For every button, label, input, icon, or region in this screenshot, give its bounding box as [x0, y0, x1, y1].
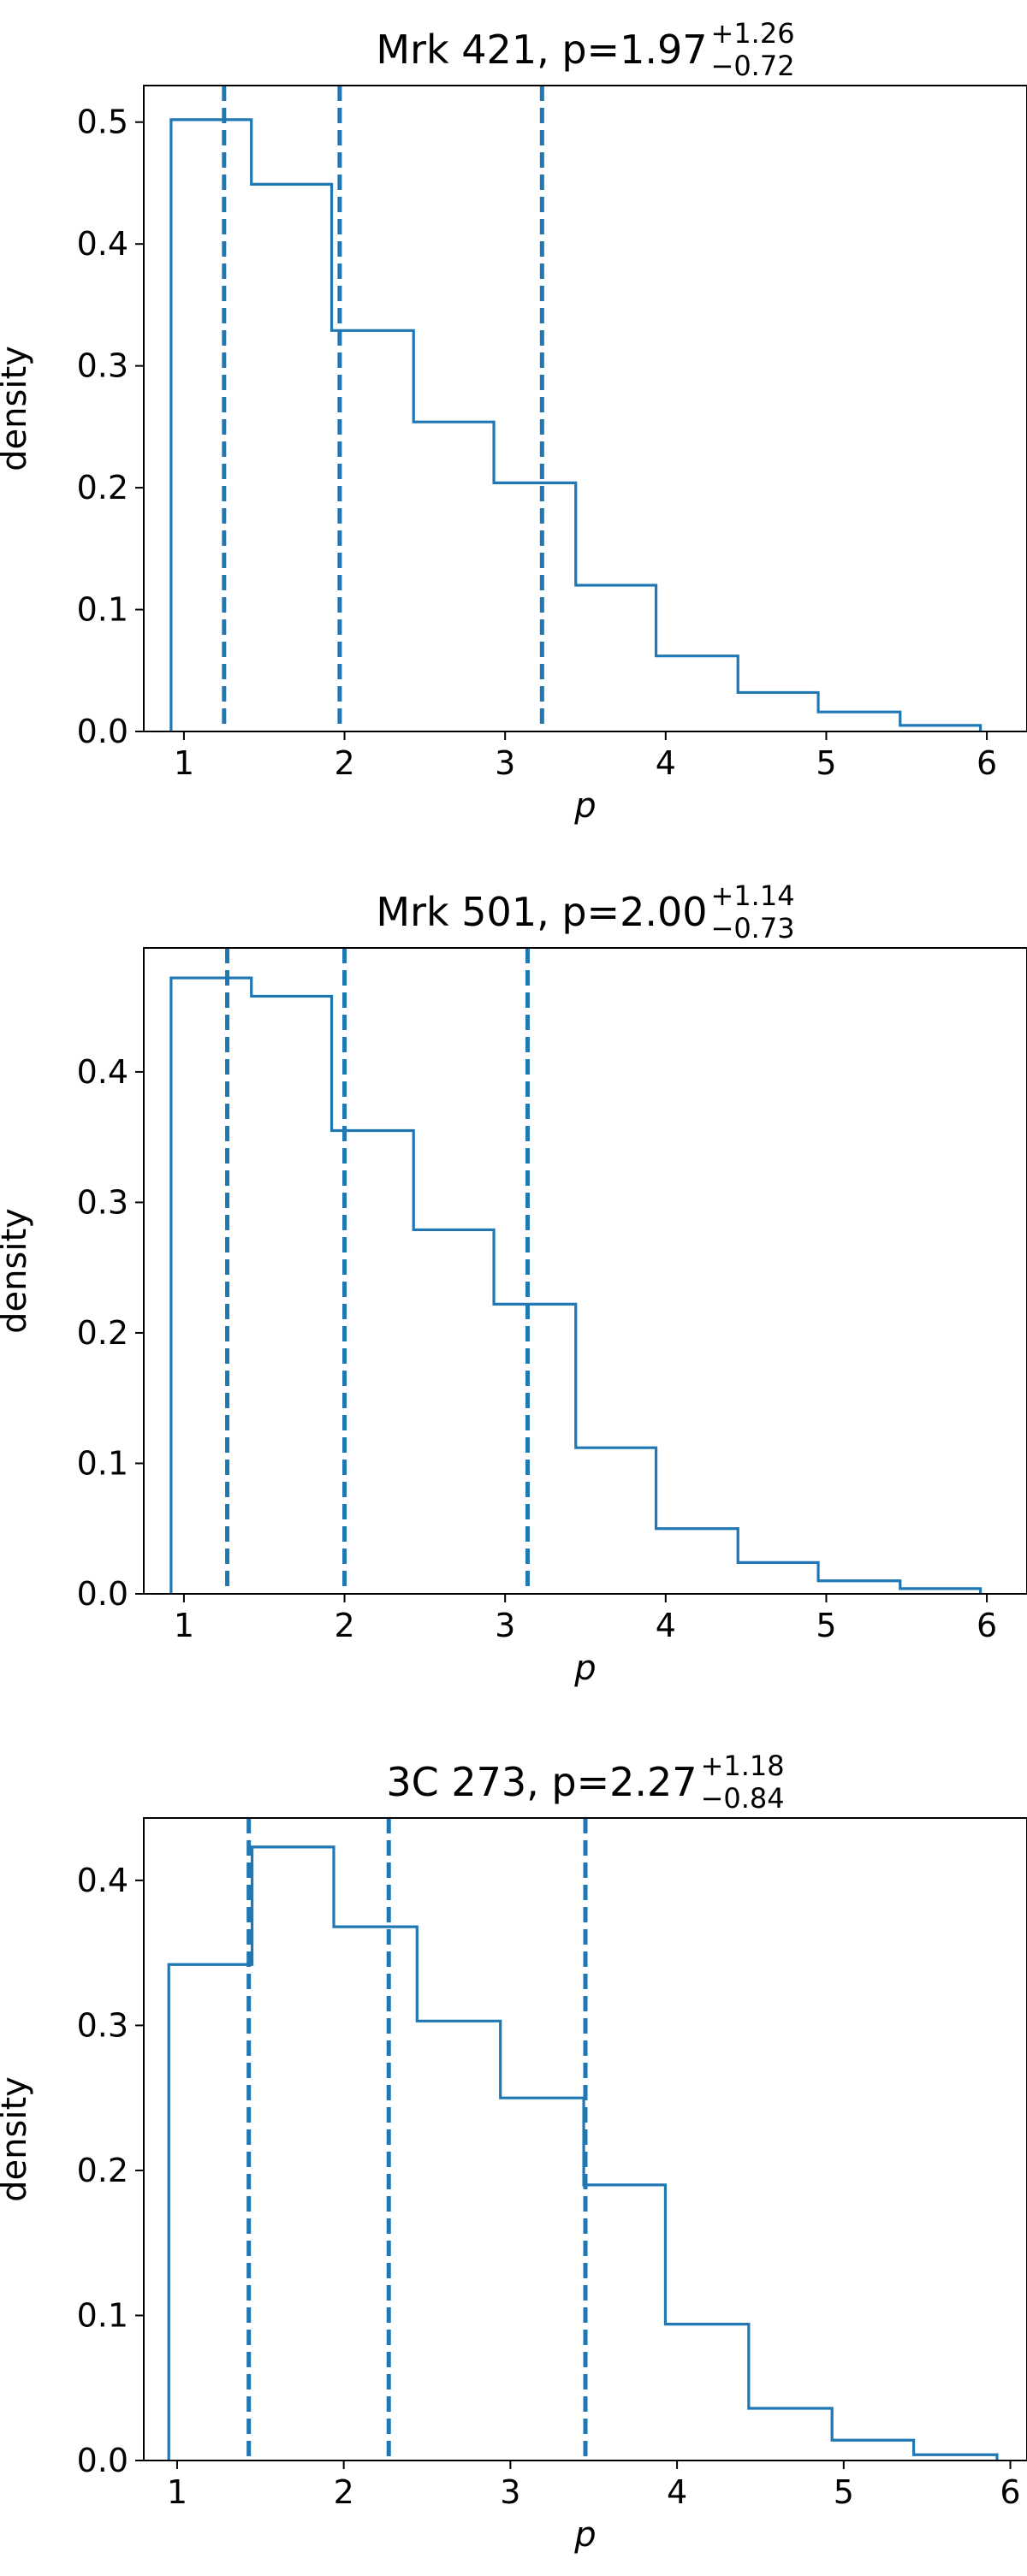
x-tick-label: 1 — [167, 2473, 187, 2511]
x-tick-label: 5 — [816, 1607, 836, 1644]
y-tick-label: 0.0 — [77, 713, 128, 750]
x-tick-label: 4 — [656, 744, 676, 782]
x-tick-label: 4 — [667, 2473, 687, 2511]
histogram-outline — [169, 976, 982, 1594]
x-tick-label: 6 — [977, 1607, 997, 1644]
y-axis-label: density — [0, 346, 34, 471]
axes-frame — [143, 85, 1027, 732]
y-tick-label: 0.3 — [77, 1183, 128, 1221]
histogram-outline — [169, 118, 982, 731]
chart-title-superscript: +1.14 — [711, 879, 795, 912]
chart-panel-2: 1 2 3 4 5 6 0.0 0.1 0.2 0.3 0.4 p density Mrk 501, p=… — [0, 879, 1027, 1688]
y-tick-label: 0.1 — [77, 1444, 128, 1482]
y-tick-label: 0.3 — [77, 2006, 128, 2044]
y-tick-label: 0.5 — [77, 104, 128, 141]
x-tick-label: 5 — [834, 2473, 854, 2511]
y-tick-label: 0.3 — [77, 347, 128, 385]
x-tick-label: 2 — [334, 2473, 354, 2511]
y-tick-label: 0.2 — [77, 2152, 128, 2189]
x-tick-label: 1 — [174, 744, 194, 782]
x-tick-label: 5 — [816, 744, 836, 782]
x-axis-label: p — [573, 1649, 596, 1688]
chart-title-superscript: +1.26 — [711, 17, 795, 50]
y-tick-label: 0.4 — [77, 1862, 128, 1899]
y-axis-label: density — [0, 2076, 34, 2202]
chart-title-main: Mrk 501, p=2.00 — [376, 889, 707, 935]
chart-title-main: Mrk 421, p=1.97 — [376, 27, 707, 73]
chart-title-subscript: −0.73 — [711, 912, 795, 945]
x-axis-label: p — [573, 2515, 596, 2555]
chart-panel-3: 1 2 3 4 5 6 0.0 0.1 0.2 0.3 0.4 p density 3C 273, p=2… — [0, 1750, 1027, 2555]
axes-frame — [143, 947, 1027, 1595]
x-tick-label: 6 — [1000, 2473, 1020, 2511]
y-axis-label: density — [0, 1208, 34, 1334]
chart-title-subscript: −0.72 — [711, 50, 795, 82]
x-tick-label: 4 — [656, 1607, 676, 1644]
x-tick-label: 3 — [500, 2473, 520, 2511]
x-tick-label: 2 — [334, 1607, 354, 1644]
y-tick-label: 0.0 — [77, 1575, 128, 1613]
x-tick-label: 2 — [334, 744, 354, 782]
chart-title: Mrk 421, p=1.97 +1.26−0.72 — [376, 17, 794, 82]
chart-title-subscript: −0.84 — [701, 1782, 785, 1815]
y-tick-label: 0.1 — [77, 591, 128, 629]
y-tick-label: 0.2 — [77, 1314, 128, 1352]
chart-title: Mrk 501, p=2.00 +1.14−0.73 — [376, 879, 794, 945]
chart-title-main: 3C 273, p=2.27 — [386, 1759, 697, 1805]
axes-frame — [143, 1817, 1027, 2461]
y-tick-label: 0.1 — [77, 2296, 128, 2334]
chart-panel-1: 1 2 3 4 5 6 0.0 0.1 0.2 0.3 0.4 0.5 p density Mrk 421,… — [0, 17, 1027, 826]
y-tick-label: 0.0 — [77, 2442, 128, 2479]
y-tick-label: 0.4 — [77, 225, 128, 263]
y-tick-label: 0.2 — [77, 469, 128, 506]
x-tick-label: 3 — [495, 1607, 515, 1644]
x-tick-label: 3 — [495, 744, 515, 782]
x-tick-label: 6 — [977, 744, 997, 782]
y-tick-label: 0.4 — [77, 1053, 128, 1091]
x-tick-label: 1 — [174, 1607, 194, 1644]
chart-title: 3C 273, p=2.27 +1.18−0.84 — [386, 1750, 784, 1815]
x-axis-label: p — [573, 786, 596, 826]
chart-title-superscript: +1.18 — [701, 1750, 785, 1782]
